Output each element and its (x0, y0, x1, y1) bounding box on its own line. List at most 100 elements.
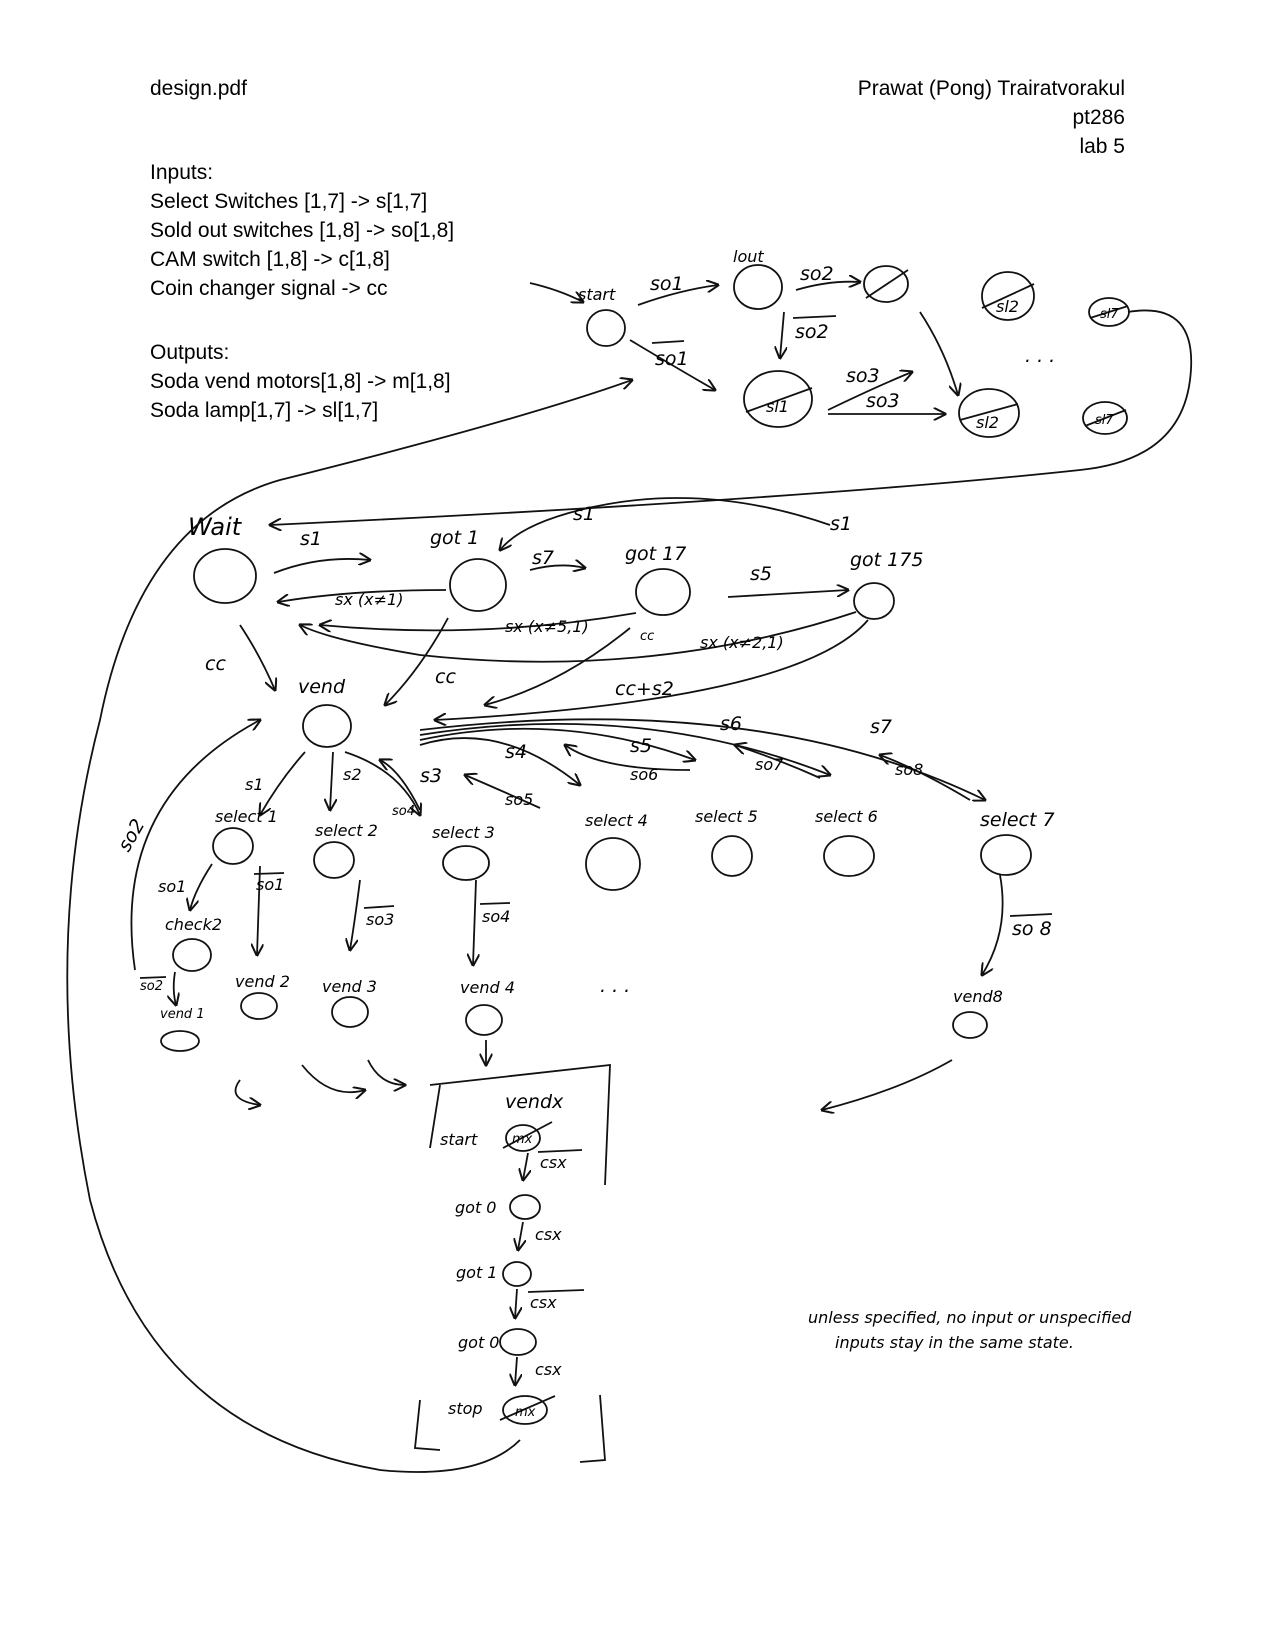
transition-arrow (515, 1356, 517, 1385)
state-label-got0: got 0 (455, 1198, 496, 1217)
label-cc-2: cc (435, 666, 456, 688)
state-label-mx: mx (512, 1132, 533, 1147)
bracket-bottom-right (579, 1394, 606, 1463)
label-so2-bar: so2 (795, 321, 829, 343)
label-s1: s1 (300, 528, 322, 550)
overline (537, 1149, 583, 1153)
state-sl2-top (981, 271, 1035, 321)
strike (1084, 409, 1127, 427)
author-name: Prawat (Pong) Trairatvorakul (857, 77, 1125, 100)
label-so6: so6 (630, 765, 658, 784)
state-label-sl7: sl7 (1100, 307, 1119, 322)
label-so2-back: so2 (114, 815, 150, 855)
state-select5 (711, 835, 753, 877)
state-got1b (502, 1261, 532, 1287)
transition-arrow (727, 590, 848, 598)
label-s1-right: s1 (830, 513, 852, 535)
note-line-1: unless specified, no input or unspecifie… (808, 1308, 1132, 1327)
label-so2-bar2: so2 (140, 979, 163, 994)
transition-arrow (827, 372, 912, 411)
state-label-vend: vend (298, 676, 346, 698)
author-block: Prawat (Pong) Trairatvorakul pt286 lab 5 (858, 74, 1125, 161)
transition-arrow (485, 627, 631, 705)
state-vend1 (160, 1030, 200, 1052)
transition-arrow (565, 745, 691, 771)
state-sl2 (958, 388, 1020, 438)
label-so3-bar2: so3 (366, 910, 394, 929)
transition-arrow (260, 751, 306, 815)
label-so8-bar: so 8 (1012, 918, 1052, 940)
label-so3-bar: so3 (866, 390, 900, 412)
return-arrow-to-wait (270, 309, 1192, 525)
overline (651, 340, 685, 344)
transition-arrow (435, 619, 869, 720)
state-start (586, 309, 626, 347)
main-subdiagram: Wait s1 got 1 sx (x≠1) s7 s1 s1 got 17 s… (66, 380, 1055, 1473)
strike (499, 1395, 556, 1421)
state-got17 (635, 568, 691, 616)
label-s5b: s5 (630, 735, 652, 757)
label-s7b: s7 (870, 716, 892, 738)
state-label-start: start (578, 285, 616, 304)
state-label-vend8: vend8 (953, 987, 1003, 1006)
label-s5: s5 (750, 563, 772, 585)
state-mx (505, 1124, 541, 1152)
transition-arrow (822, 1059, 953, 1110)
state-select1 (212, 827, 254, 865)
state-label-check2: check2 (165, 915, 222, 934)
state-label-vend2: vend 2 (235, 972, 290, 991)
state-label-lout: lout (733, 247, 764, 266)
state-label-sl2-b: sl2 (976, 413, 999, 432)
state-stop-mx (502, 1395, 548, 1425)
label-s7: s7 (532, 547, 554, 569)
transition-arrow (239, 624, 275, 690)
state-vend3 (331, 996, 369, 1028)
transition-arrow (330, 751, 333, 810)
state-label-got17: got 17 (625, 543, 686, 565)
state-label-sl2: sl2 (996, 297, 1019, 316)
label-so7: so7 (755, 755, 784, 774)
state-lout (733, 264, 783, 310)
transition-arrow (518, 1221, 523, 1250)
strike (745, 387, 813, 413)
strike (959, 403, 1019, 421)
state-label-select5: select 5 (695, 807, 758, 826)
state-label-select2: select 2 (315, 821, 378, 840)
transition-arrow (523, 1152, 528, 1180)
state-vend2 (240, 992, 278, 1020)
inputs-heading: Inputs: (150, 161, 214, 184)
overline (253, 872, 285, 875)
label-sx-not21: sx (x≠2,1) (700, 633, 784, 652)
label-so5: so5 (505, 790, 533, 809)
transition-arrow (419, 737, 580, 785)
transition-arrow (919, 311, 958, 395)
transition-arrow (385, 617, 449, 705)
transition-arrow (629, 339, 715, 390)
state-label-stop: stop (448, 1399, 483, 1418)
strike (502, 1121, 553, 1149)
label-sx-not1: sx (x≠1) (335, 590, 403, 609)
state-label-select3: select 3 (432, 823, 495, 842)
entry-arrow (529, 282, 583, 302)
note-line-2: inputs stay in the same state. (835, 1333, 1074, 1352)
label-s1-sel: s1 (245, 775, 264, 794)
ellipsis-vend: . . . (600, 975, 630, 997)
overline (1009, 913, 1053, 917)
state-label-sl7-b: sl7 (1095, 413, 1114, 428)
transition-arrow (735, 745, 821, 779)
state-got175 (853, 582, 895, 620)
label-csx: csx (535, 1225, 562, 1244)
strike (1089, 305, 1129, 319)
label-cc: cc (205, 653, 226, 675)
overline (792, 315, 837, 319)
bracket-bottom-left (414, 1399, 441, 1451)
state-sl7 (1082, 401, 1128, 435)
transition-arrow (380, 760, 421, 811)
state-select7 (980, 834, 1032, 876)
state-select2 (313, 841, 355, 879)
bracket-top-right (429, 1063, 611, 1186)
transition-arrow (320, 612, 637, 630)
transition-arrow (780, 311, 784, 358)
state-crossed (863, 265, 909, 303)
